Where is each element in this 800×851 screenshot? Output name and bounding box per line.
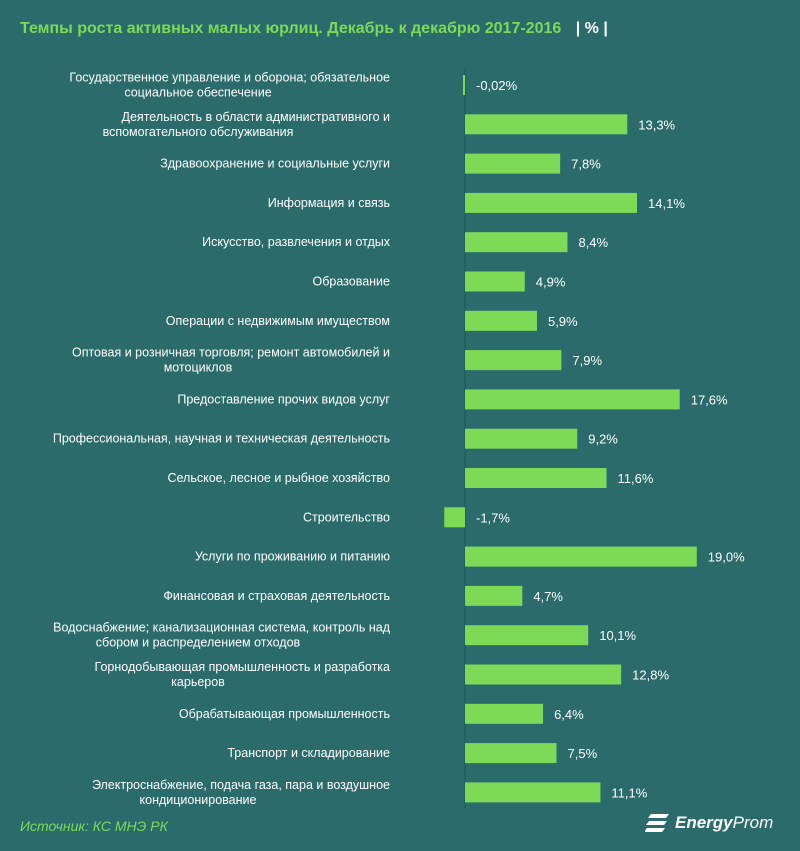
- energyprom-logo: Energy Prom: [645, 812, 773, 834]
- category-label: Профессиональная, научная и техническая …: [53, 432, 390, 446]
- data-label: 8,4%: [578, 235, 608, 250]
- data-label: 19,0%: [708, 550, 745, 565]
- logo-text-light: Prom: [732, 813, 774, 832]
- category-label: Искусство, развлечения и отдых: [202, 235, 391, 249]
- data-label: 13,3%: [638, 117, 675, 132]
- data-label: 4,9%: [536, 275, 566, 290]
- bar: [465, 782, 601, 803]
- bar: [465, 114, 628, 135]
- data-label: 7,8%: [571, 157, 601, 172]
- data-label: 7,5%: [568, 746, 598, 761]
- category-label: Финансовая и страховая деятельность: [163, 589, 390, 603]
- category-label: сбором и распределением отходов: [96, 636, 301, 650]
- data-label: -0,02%: [476, 78, 518, 93]
- category-label: Предоставление прочих видов услуг: [177, 392, 390, 406]
- energyprom-logo-icon: [645, 814, 669, 832]
- bar: [465, 664, 622, 685]
- data-label: 7,9%: [572, 353, 602, 368]
- category-label: Государственное управление и оборона; об…: [69, 71, 390, 85]
- category-label: мотоциклов: [164, 361, 233, 375]
- bar: [465, 428, 578, 449]
- data-label: 9,2%: [588, 432, 618, 447]
- category-label: Информация и связь: [268, 196, 390, 210]
- chart-title: Темпы роста активных малых юрлиц. Декабр…: [20, 20, 562, 37]
- data-label: 6,4%: [554, 707, 584, 722]
- bar: [465, 153, 561, 174]
- unit-label: | % |: [575, 20, 608, 37]
- bar: [463, 75, 465, 95]
- bar: [465, 468, 607, 488]
- bar: [465, 232, 568, 253]
- bar: [465, 389, 680, 410]
- bar: [465, 350, 562, 371]
- category-label: Здравоохранение и социальные услуги: [160, 157, 390, 171]
- logo-text-bold: Energy: [675, 813, 733, 832]
- bar: [465, 546, 697, 567]
- category-label: Сельское, лесное и рыбное хозяйство: [167, 471, 390, 485]
- data-label: 5,9%: [548, 314, 578, 329]
- data-label: -1,7%: [476, 510, 510, 525]
- bar: [465, 625, 589, 646]
- category-label: карьеров: [171, 675, 225, 689]
- chart-title-row: Темпы роста активных малых юрлиц. Декабр…: [20, 20, 608, 38]
- data-label: 10,1%: [599, 628, 636, 643]
- category-label: Оптовая и розничная торговля; ремонт авт…: [72, 346, 390, 360]
- category-label: социальное обеспечение: [124, 86, 271, 100]
- category-label: Транспорт и складирование: [227, 746, 390, 760]
- category-label: Водоснабжение; канализационная система, …: [53, 621, 391, 635]
- category-label: Услуги по проживанию и питанию: [195, 550, 390, 564]
- category-label: вспомогательного обслуживания: [103, 125, 294, 139]
- source-note: Источник: КС МНЭ РК: [20, 818, 168, 834]
- data-label: 12,8%: [632, 668, 669, 683]
- data-label: 17,6%: [691, 392, 728, 407]
- bar: [465, 310, 537, 331]
- category-label: Строительство: [303, 510, 390, 524]
- category-label: Горнодобывающая промышленность и разрабо…: [95, 660, 391, 674]
- bar: [465, 703, 544, 724]
- category-label: Обрабатывающая промышленность: [179, 707, 390, 721]
- category-label: Деятельность в области административного…: [122, 110, 390, 124]
- bar: [444, 507, 465, 528]
- data-label: 4,7%: [533, 589, 563, 604]
- category-label: Образование: [313, 275, 391, 289]
- bar: [465, 743, 557, 764]
- category-label: кондиционирование: [140, 793, 257, 807]
- category-label: Операции с недвижимым имуществом: [166, 314, 390, 328]
- data-label: 11,6%: [618, 471, 654, 486]
- bar: [465, 192, 638, 213]
- category-label: Электроснабжение, подача газа, пара и во…: [92, 778, 390, 792]
- bar: [465, 585, 523, 606]
- data-label: 14,1%: [648, 196, 685, 211]
- bar: [465, 271, 525, 292]
- data-label: 11,1%: [611, 785, 647, 800]
